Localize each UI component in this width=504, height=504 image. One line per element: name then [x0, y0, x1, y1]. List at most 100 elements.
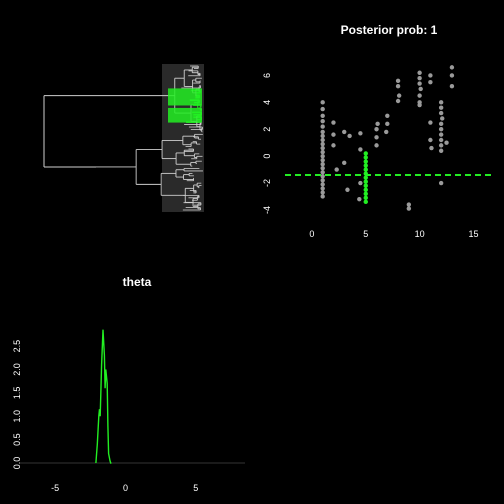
scatter-point: [320, 190, 325, 195]
scatter-point: [320, 178, 325, 183]
highlight-bar: [168, 88, 202, 106]
scatter-point: [363, 191, 368, 196]
scatter-point: [358, 147, 363, 152]
scatter-point: [438, 132, 444, 137]
scatter-point: [440, 116, 445, 121]
density-panel: theta -5 0 5 0.0 0.5 1.0 1.5 2.0 2.5: [12, 275, 245, 493]
x-tick-label: 0: [309, 229, 314, 239]
scatter-point: [345, 187, 350, 192]
scatter-point: [438, 137, 444, 143]
density-title: theta: [123, 275, 152, 289]
scatter-point: [428, 73, 433, 78]
scatter-point: [347, 133, 352, 139]
y-tick-label: 2.5: [12, 340, 22, 353]
y-tick-label: 4: [262, 100, 272, 105]
scatter-point: [438, 127, 444, 132]
scatter-point: [363, 187, 368, 192]
x-tick-label: 0: [123, 483, 128, 493]
y-tick-label: 0: [262, 154, 272, 159]
scatter-point: [417, 102, 422, 108]
scatter-point: [363, 195, 368, 201]
scatter-point: [375, 121, 380, 127]
scatter-point: [406, 206, 412, 211]
scatter-point: [320, 137, 325, 143]
scatter-point: [320, 124, 325, 129]
scatter-point: [406, 202, 412, 207]
scatter-point: [385, 121, 390, 127]
scatter-point: [320, 186, 325, 191]
scatter-point: [438, 100, 444, 105]
scatter-point: [438, 180, 444, 186]
scatter-point: [374, 127, 379, 132]
scatter-point: [363, 179, 368, 184]
x-tick-label: 15: [468, 229, 478, 239]
scatter-point: [384, 129, 389, 135]
scatter-point: [438, 148, 444, 153]
y-tick-label: 2: [262, 127, 272, 132]
x-tick-label: 5: [193, 483, 198, 493]
scatter-point: [449, 73, 455, 78]
scatter-point: [320, 113, 325, 118]
scatter-point: [320, 153, 325, 159]
scatter-point: [449, 84, 455, 89]
x-tick-label: -5: [51, 483, 59, 493]
scatter-axes: 0 5 10 15 6 4 2 0 -2 -4: [262, 73, 478, 239]
scatter-point: [363, 175, 368, 180]
scatter-point: [357, 196, 362, 202]
scatter-point: [438, 105, 444, 110]
y-tick-label: 1.5: [12, 387, 22, 400]
scatter-title: Posterior prob: 1: [341, 23, 438, 37]
scatter-point: [320, 118, 325, 124]
scatter-point: [342, 129, 347, 135]
scatter-point: [428, 120, 433, 125]
scatter-point: [320, 129, 325, 135]
scatter-point: [320, 157, 325, 163]
scatter-point: [428, 137, 433, 143]
scatter-point: [320, 106, 325, 112]
scatter-point: [320, 145, 325, 151]
scatter-point: [331, 143, 336, 148]
phylogeny-tree-panel: [43, 64, 204, 212]
scatter-point: [320, 194, 325, 199]
scatter-point: [428, 79, 433, 85]
scatter-point: [438, 143, 444, 148]
y-tick-label: -2: [262, 179, 272, 187]
scatter-point: [363, 199, 368, 205]
scatter-point: [385, 113, 390, 118]
scatter-point: [358, 180, 363, 186]
scatter-point: [438, 110, 444, 116]
scatter-point: [363, 163, 368, 168]
density-line: [95, 329, 112, 464]
y-tick-label: -4: [262, 206, 272, 214]
scatter-point: [417, 75, 422, 81]
x-tick-label: 10: [415, 229, 425, 239]
scatter-point: [417, 70, 422, 75]
y-tick-label: 0.5: [12, 433, 22, 446]
scatter-point: [334, 167, 339, 172]
scatter-point: [417, 81, 422, 86]
x-tick-label: 5: [363, 229, 368, 239]
scatter-point: [320, 170, 325, 175]
scatter-point: [438, 121, 444, 127]
scatter-point: [417, 93, 422, 98]
scatter-point: [320, 149, 325, 155]
scatter-marks: [285, 65, 495, 211]
scatter-point: [320, 141, 325, 147]
scatter-point: [320, 182, 325, 187]
y-tick-label: 2.0: [12, 363, 22, 376]
scatter-panel: Posterior prob: 1 0 5 10 15 6 4 2 0 -2 -4: [262, 23, 495, 239]
scatter-point: [320, 166, 325, 171]
scatter-point: [363, 151, 368, 156]
scatter-point: [363, 159, 368, 164]
scatter-point: [358, 131, 363, 136]
scatter-point: [331, 120, 336, 125]
scatter-point: [429, 145, 434, 151]
scatter-point: [395, 84, 401, 89]
scatter-point: [331, 132, 336, 137]
scatter-point: [320, 174, 325, 179]
scatter-point: [320, 100, 325, 105]
highlight-bar: [168, 107, 202, 123]
scatter-point: [342, 160, 347, 166]
y-tick-label: 0.0: [12, 457, 22, 470]
